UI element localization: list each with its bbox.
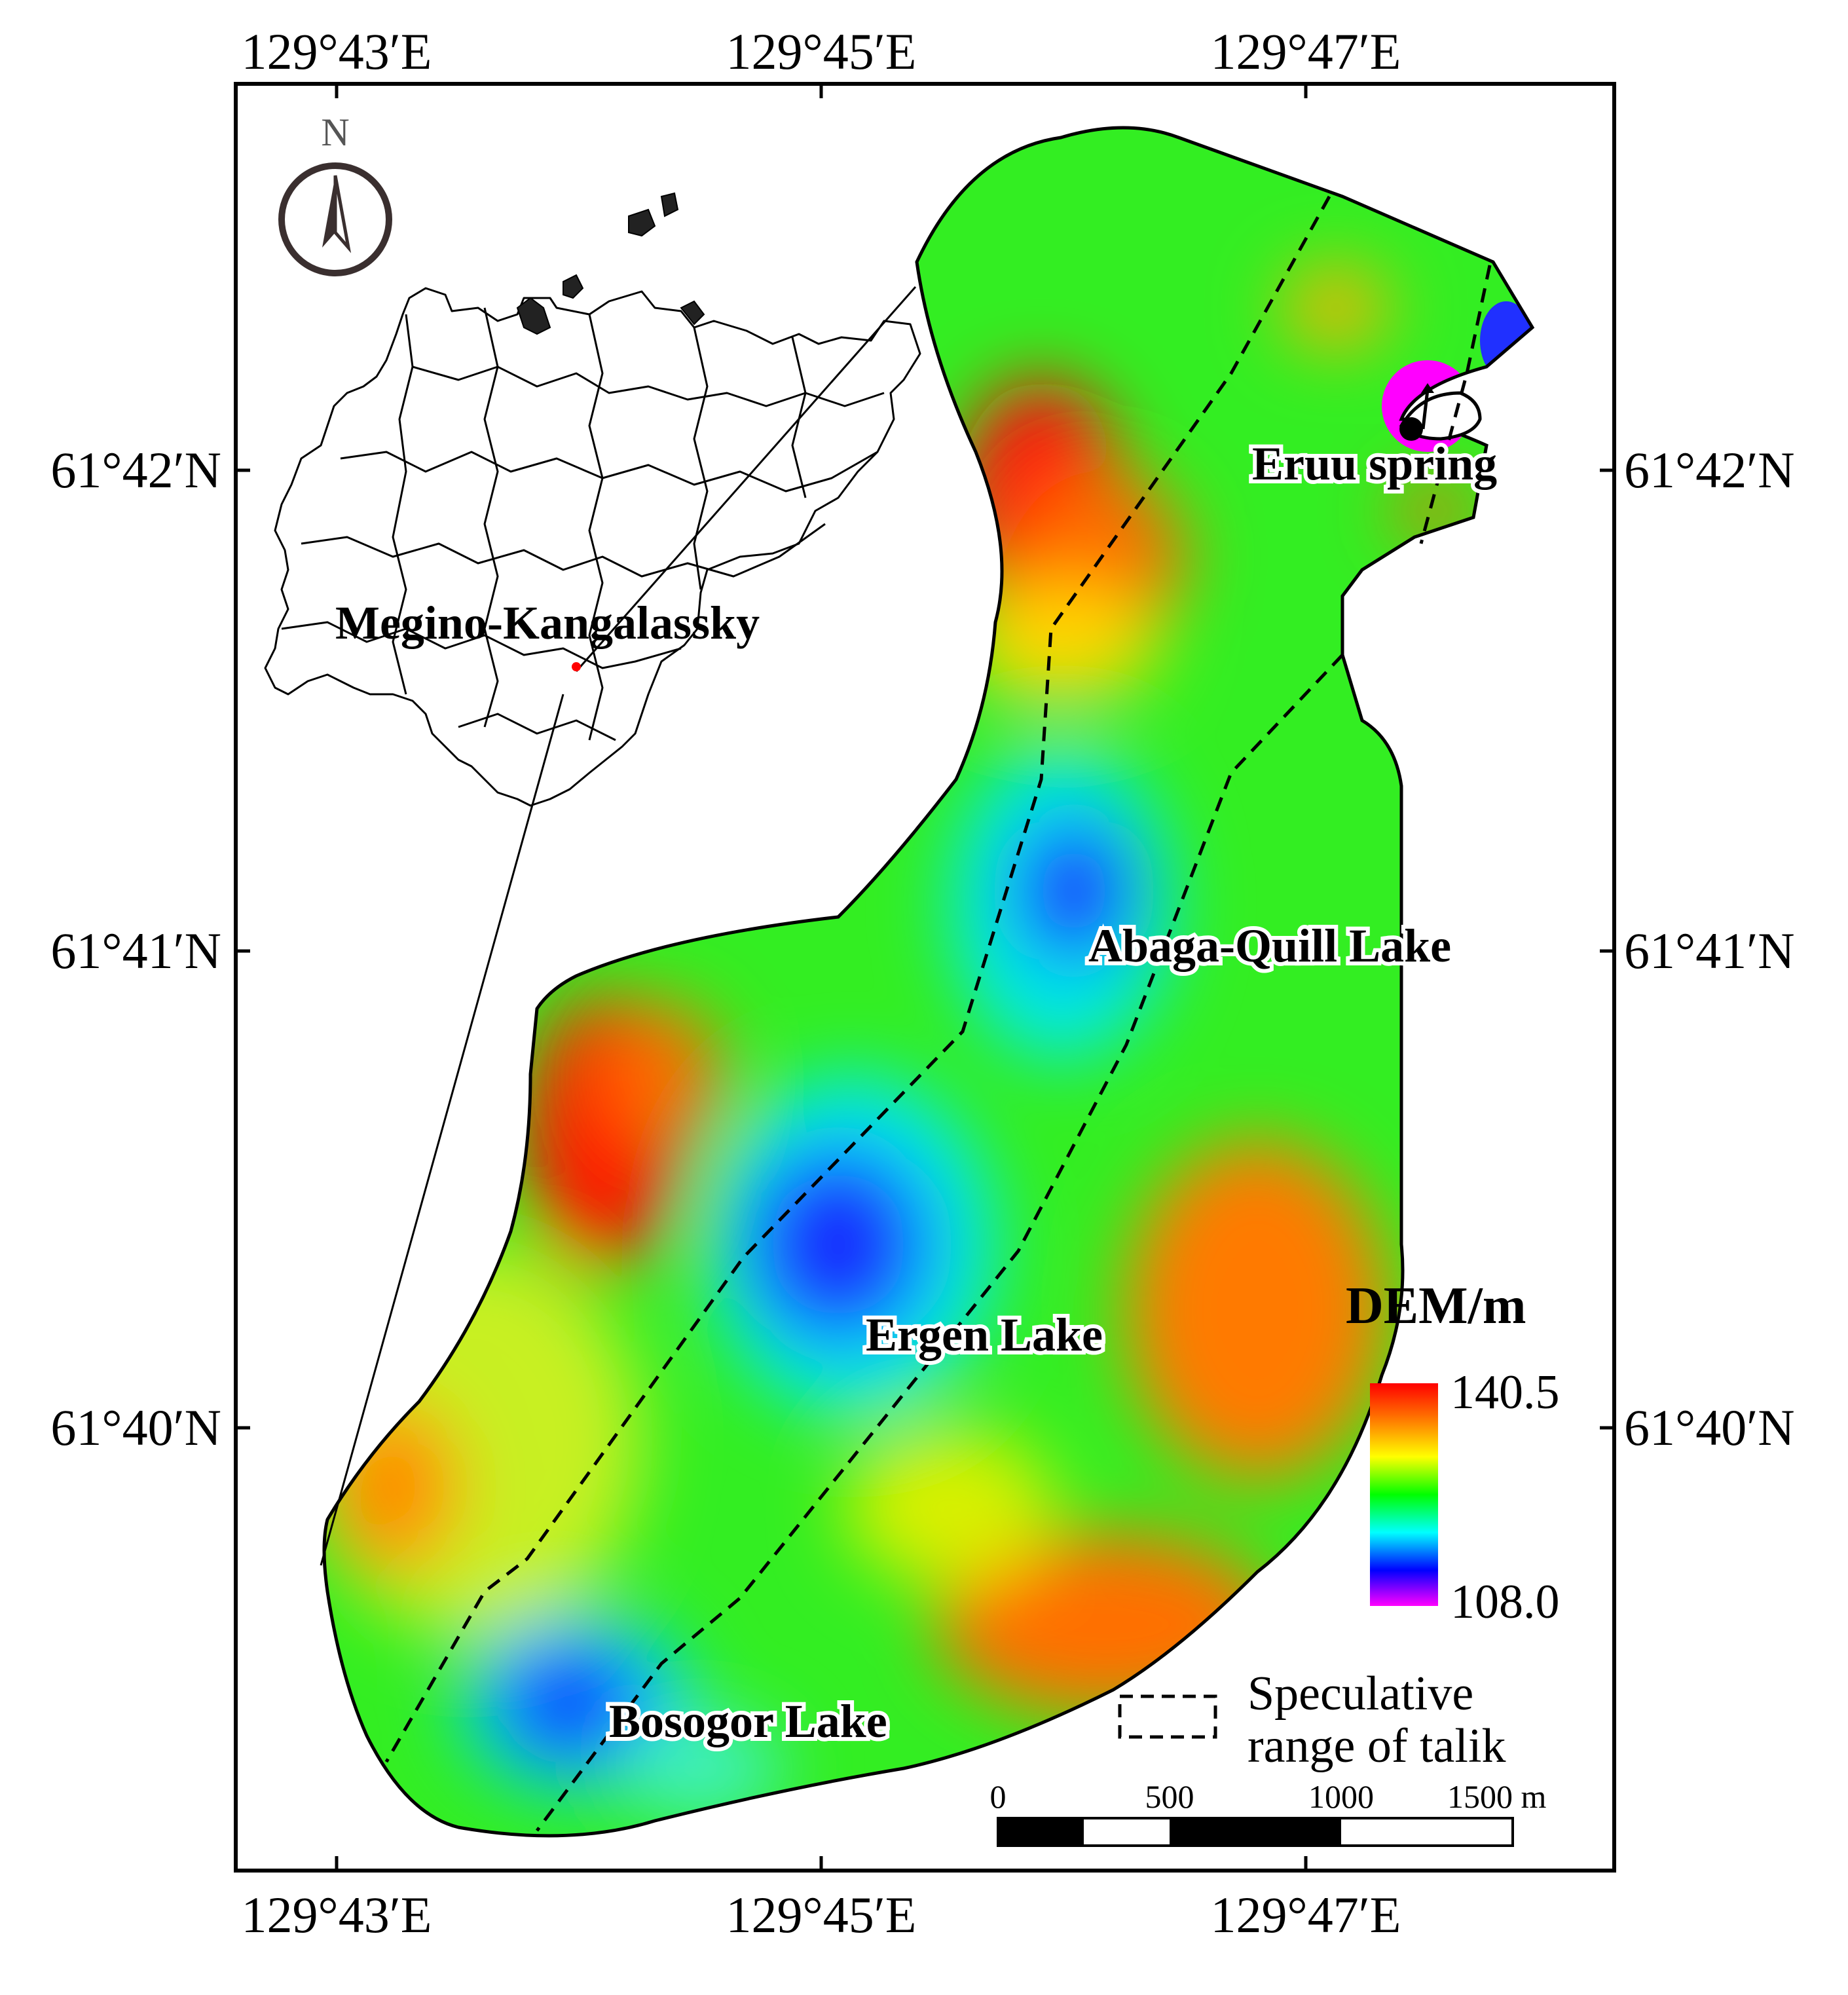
- talik-legend-line2: range of talik: [1247, 1719, 1506, 1773]
- spring-marker-icon: [1399, 383, 1434, 441]
- scale-label-0: 0: [990, 1778, 1007, 1815]
- heat-orange-northwest: [602, 1002, 720, 1146]
- legend-colorbar: [1370, 1383, 1438, 1606]
- north-label: N: [321, 111, 349, 154]
- scale-label-1000: 1000: [1308, 1778, 1374, 1815]
- top-lon-1: 129°43′E: [242, 23, 432, 80]
- district-label: Megino-Kangalassky: [335, 597, 760, 649]
- scale-segment-3: [1170, 1818, 1341, 1846]
- heat-yellow-center-south: [845, 1428, 1054, 1585]
- talik-boundary-east: [535, 265, 1492, 1832]
- inset-districts-e: [458, 713, 616, 741]
- right-lat-2: 61°41′N: [1624, 922, 1795, 979]
- bottom-lon-3: 129°47′E: [1211, 1886, 1401, 1943]
- right-lat-3: 61°40′N: [1624, 1399, 1795, 1456]
- top-lon-2: 129°45′E: [726, 23, 917, 80]
- inset-districts-v4: [693, 327, 709, 590]
- inset-connector-bottom: [320, 694, 564, 1566]
- heat-cyan-southeast: [616, 1716, 786, 1821]
- inset-region-outline: [264, 287, 921, 807]
- north-arrow-icon: N: [278, 111, 392, 276]
- bottom-lon-2: 129°45′E: [726, 1886, 917, 1943]
- label-ergen-lake: Ergen Lake: [866, 1309, 1103, 1361]
- left-lat-3: 61°40′N: [50, 1399, 221, 1456]
- label-eruu-spring: Eruu spring: [1252, 438, 1497, 490]
- scale-label-500: 500: [1145, 1778, 1194, 1815]
- bottom-lon-1: 129°43′E: [242, 1886, 432, 1943]
- scale-segment-1: [998, 1818, 1084, 1846]
- frame-ticks: [236, 84, 1614, 1871]
- top-lon-3: 129°47′E: [1211, 23, 1401, 80]
- legend-min: 108.0: [1451, 1575, 1560, 1629]
- left-lat-2: 61°41′N: [50, 922, 221, 979]
- heat-blue-bosogor: [498, 1644, 642, 1762]
- heat-orange-east: [1126, 1140, 1388, 1480]
- talik-boundary-west: [384, 195, 1331, 1763]
- district-location-dot: [572, 662, 581, 671]
- dem-legend: DEM/m 140.5 108.0 Speculative range of t…: [1118, 1277, 1560, 1773]
- right-lat-1: 61°42′N: [1624, 441, 1795, 498]
- inset-districts-d: [281, 621, 682, 669]
- talik-legend-symbol: [1118, 1694, 1217, 1739]
- heat-blue-abaga: [1015, 819, 1133, 963]
- inset-arctic-islands: [516, 192, 705, 335]
- study-area-outline: [322, 126, 1535, 1838]
- inset-districts-v2: [483, 307, 499, 728]
- inset-districts-v1: [392, 314, 414, 695]
- legend-title: DEM/m: [1346, 1277, 1526, 1335]
- inset-map: [264, 287, 921, 807]
- label-abaga-quill-lake: Abaga-Quill Lake: [1088, 920, 1451, 972]
- heat-blue-ergen: [747, 1146, 930, 1343]
- heat-yellow-northeast: [1284, 269, 1388, 347]
- label-bosogor-lake: Bosogor Lake: [609, 1695, 887, 1747]
- scale-label-1500: 1500 m: [1447, 1778, 1547, 1815]
- heat-yellow-north: [963, 583, 1159, 701]
- inset-districts-c: [301, 523, 826, 578]
- talik-legend-line1: Speculative: [1247, 1667, 1473, 1721]
- legend-max: 140.5: [1451, 1366, 1560, 1419]
- left-lat-1: 61°42′N: [50, 441, 221, 498]
- inset-districts-v3: [588, 314, 604, 741]
- scale-bar: 0 500 1000 1500 m: [990, 1778, 1547, 1847]
- inset-connector-top: [575, 286, 917, 672]
